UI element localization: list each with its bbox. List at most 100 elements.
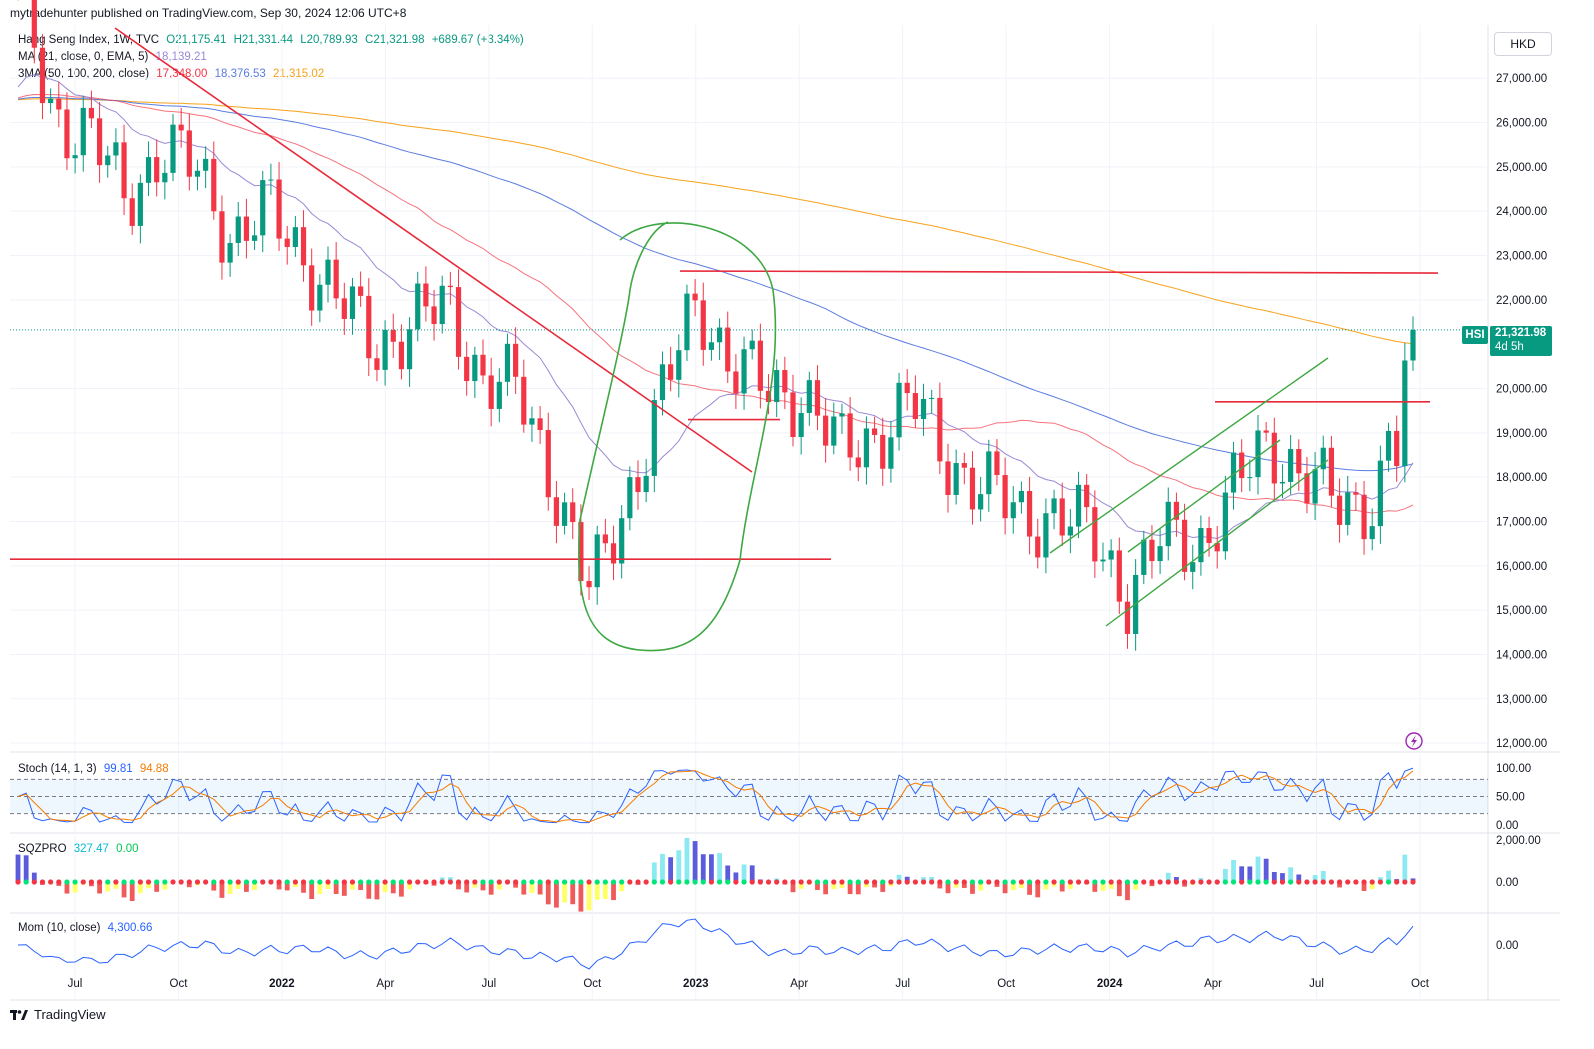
candle xyxy=(260,170,266,253)
candle-body xyxy=(431,306,437,325)
candle-body xyxy=(847,413,853,458)
candle-body xyxy=(1304,473,1310,504)
candle-body xyxy=(1263,430,1269,433)
sqz-dot xyxy=(839,879,845,885)
candle-body xyxy=(219,211,225,263)
sqz-bar xyxy=(382,882,388,893)
sqz-bar xyxy=(896,874,902,882)
footer-brand: TradingView xyxy=(34,1007,106,1022)
axis-layer: 27,000.00 26,000.00 25,000.00 24,000.00 23,0… xyxy=(68,73,1548,990)
candle-body xyxy=(839,413,845,417)
candle-body xyxy=(1084,484,1090,508)
mom-legend[interactable]: Mom (10, close) 4,300.66 xyxy=(18,922,156,934)
sqz-dot xyxy=(1222,879,1228,885)
open-value: O21,175.41 xyxy=(166,34,227,46)
sqz-bar xyxy=(121,882,127,898)
stoch-tick-label: 50.00 xyxy=(1496,792,1525,804)
mom-tick-label: 0.00 xyxy=(1496,940,1518,952)
ma-legend[interactable]: MA (21, close, 0, EMA, 5) 18,139.21 xyxy=(18,51,211,63)
sqz-bar xyxy=(537,882,543,895)
candle xyxy=(774,359,780,418)
change-value: +689.67 (+3.34%) xyxy=(431,34,524,46)
candle-body xyxy=(880,434,886,469)
candle-body xyxy=(733,371,739,394)
candle xyxy=(1345,475,1351,536)
candle-body xyxy=(268,179,274,181)
candle xyxy=(643,458,649,503)
sqz-dot xyxy=(145,879,152,885)
candle xyxy=(610,525,617,581)
ma-label: MA (21, close, 0, EMA, 5) xyxy=(18,51,149,63)
candle xyxy=(415,271,421,342)
candle-body xyxy=(447,285,453,288)
sqz-dot xyxy=(1369,879,1375,885)
sqz-bar xyxy=(586,882,592,911)
symbol-legend[interactable]: Hang Seng Index, 1W, TVC O21,175.41 H21,… xyxy=(18,34,528,46)
sma3-legend[interactable]: 3MA (50, 100, 200, close) 17,348.00 18,3… xyxy=(18,68,328,80)
sqz-bar xyxy=(350,882,355,890)
candle xyxy=(31,0,37,64)
sqz-bar xyxy=(154,882,160,892)
currency-button[interactable]: HKD xyxy=(1494,32,1552,56)
sqz-bar xyxy=(529,882,535,894)
candle xyxy=(1214,525,1220,569)
candle xyxy=(358,271,364,307)
candle-body xyxy=(1377,460,1383,527)
candle xyxy=(496,368,502,423)
sqz-dot xyxy=(129,879,135,885)
candle-body xyxy=(1157,546,1163,562)
sqz-dot xyxy=(72,879,78,885)
candle xyxy=(317,274,323,323)
sqz-bar xyxy=(1402,854,1408,882)
sqz-bar xyxy=(717,853,722,882)
sma200-line xyxy=(17,98,1414,345)
sqz-dot xyxy=(358,879,364,885)
sqz-dot xyxy=(708,879,715,885)
candle-body xyxy=(464,356,470,382)
candle-body xyxy=(113,142,119,156)
candle-body xyxy=(88,107,95,119)
sqz-dot xyxy=(627,879,633,885)
candle-body xyxy=(521,376,527,425)
sqz-bar xyxy=(1043,882,1049,890)
sqz-dot xyxy=(871,879,878,885)
price-tick-label: 25,000.00 xyxy=(1496,162,1547,174)
symbol-name: Hang Seng Index, 1W, TVC xyxy=(18,34,160,46)
sqz-dot xyxy=(455,879,462,885)
sqz-bar xyxy=(1337,882,1342,888)
sqz-bar xyxy=(219,882,225,898)
candle-body xyxy=(1214,542,1220,552)
sqz-dot xyxy=(1255,879,1261,885)
ma-value: 18,139.21 xyxy=(155,51,207,63)
candle-body xyxy=(1190,562,1196,572)
sqz-dot xyxy=(1353,879,1359,885)
candle-body xyxy=(260,180,266,236)
candle-body xyxy=(1116,550,1122,602)
sqz-dot xyxy=(1035,879,1041,885)
sqz-dot xyxy=(1206,879,1212,885)
sqz-dot xyxy=(994,879,1000,885)
candle xyxy=(341,282,347,335)
candle xyxy=(64,92,70,171)
sqz-dot xyxy=(1247,879,1253,885)
sqz-dot xyxy=(23,879,29,885)
candle xyxy=(986,439,992,512)
sqz-legend[interactable]: SQZPRO 327.47 0.00 xyxy=(18,843,143,855)
stoch-legend[interactable]: Stoch (14, 1, 3) 99.81 94.88 xyxy=(18,763,173,775)
price-label-countdown: 4d 5h xyxy=(1495,341,1524,353)
candle-body xyxy=(496,381,502,409)
candle-body xyxy=(814,380,821,416)
tradingview-footer[interactable]: TradingView xyxy=(10,1007,106,1022)
sqz-dot xyxy=(194,879,201,885)
sqz-dot xyxy=(757,879,763,885)
candle-body xyxy=(635,477,641,493)
sqz-dot xyxy=(154,879,160,885)
candle-body xyxy=(1394,430,1400,467)
sqz-dot xyxy=(504,879,511,885)
candle xyxy=(1092,490,1098,578)
sqz-dot xyxy=(659,879,666,885)
candle-body xyxy=(774,370,780,403)
candle xyxy=(1206,516,1212,557)
candle xyxy=(627,466,633,531)
